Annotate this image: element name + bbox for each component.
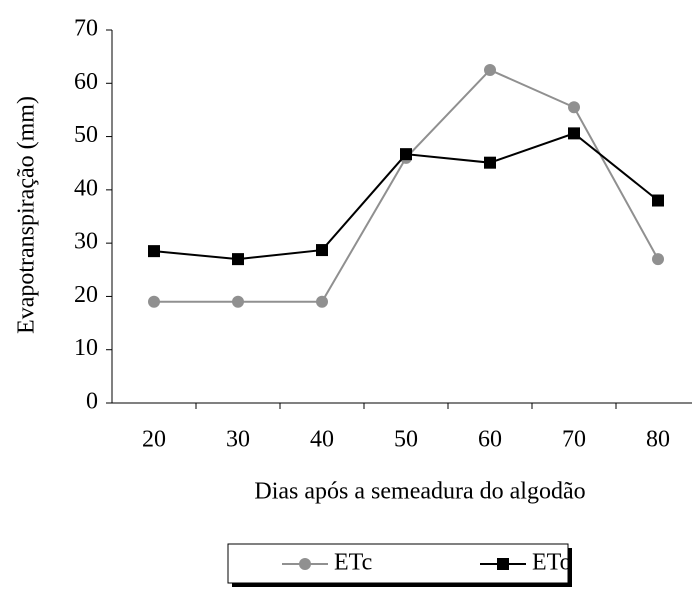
marker (484, 63, 496, 76)
marker (568, 127, 580, 140)
marker (148, 295, 160, 308)
marker (299, 558, 311, 570)
marker (652, 253, 664, 266)
marker (497, 558, 509, 570)
marker (568, 101, 580, 114)
y-axis-label: Evapotranspiração (mm) (14, 96, 40, 334)
x-tick-label: 80 (646, 427, 670, 453)
y-tick-label: 10 (74, 335, 98, 361)
marker (484, 156, 496, 169)
y-tick-label: 0 (86, 389, 98, 415)
marker (316, 295, 328, 308)
x-tick-label: 30 (226, 427, 250, 453)
marker (232, 253, 244, 266)
marker (232, 295, 244, 308)
marker (400, 148, 412, 161)
y-tick-label: 60 (74, 69, 98, 95)
series-line (154, 68, 659, 303)
x-tick-label: 40 (310, 427, 334, 453)
x-tick-label: 70 (562, 427, 586, 453)
y-tick-label: 70 (74, 16, 98, 42)
y-tick-label: 40 (74, 175, 98, 201)
x-tick-label: 60 (478, 427, 502, 453)
marker (652, 194, 664, 207)
marker (316, 244, 328, 257)
x-tick-label: 50 (394, 427, 418, 453)
legend-label: ETo (532, 550, 572, 576)
legend-label: ETc (334, 550, 372, 576)
x-axis-label: Dias após a semeadura do algodão (254, 479, 585, 505)
y-tick-label: 20 (74, 282, 98, 308)
marker (148, 245, 160, 258)
y-tick-label: 50 (74, 122, 98, 148)
y-tick-label: 30 (74, 229, 98, 255)
x-tick-label: 20 (142, 427, 166, 453)
